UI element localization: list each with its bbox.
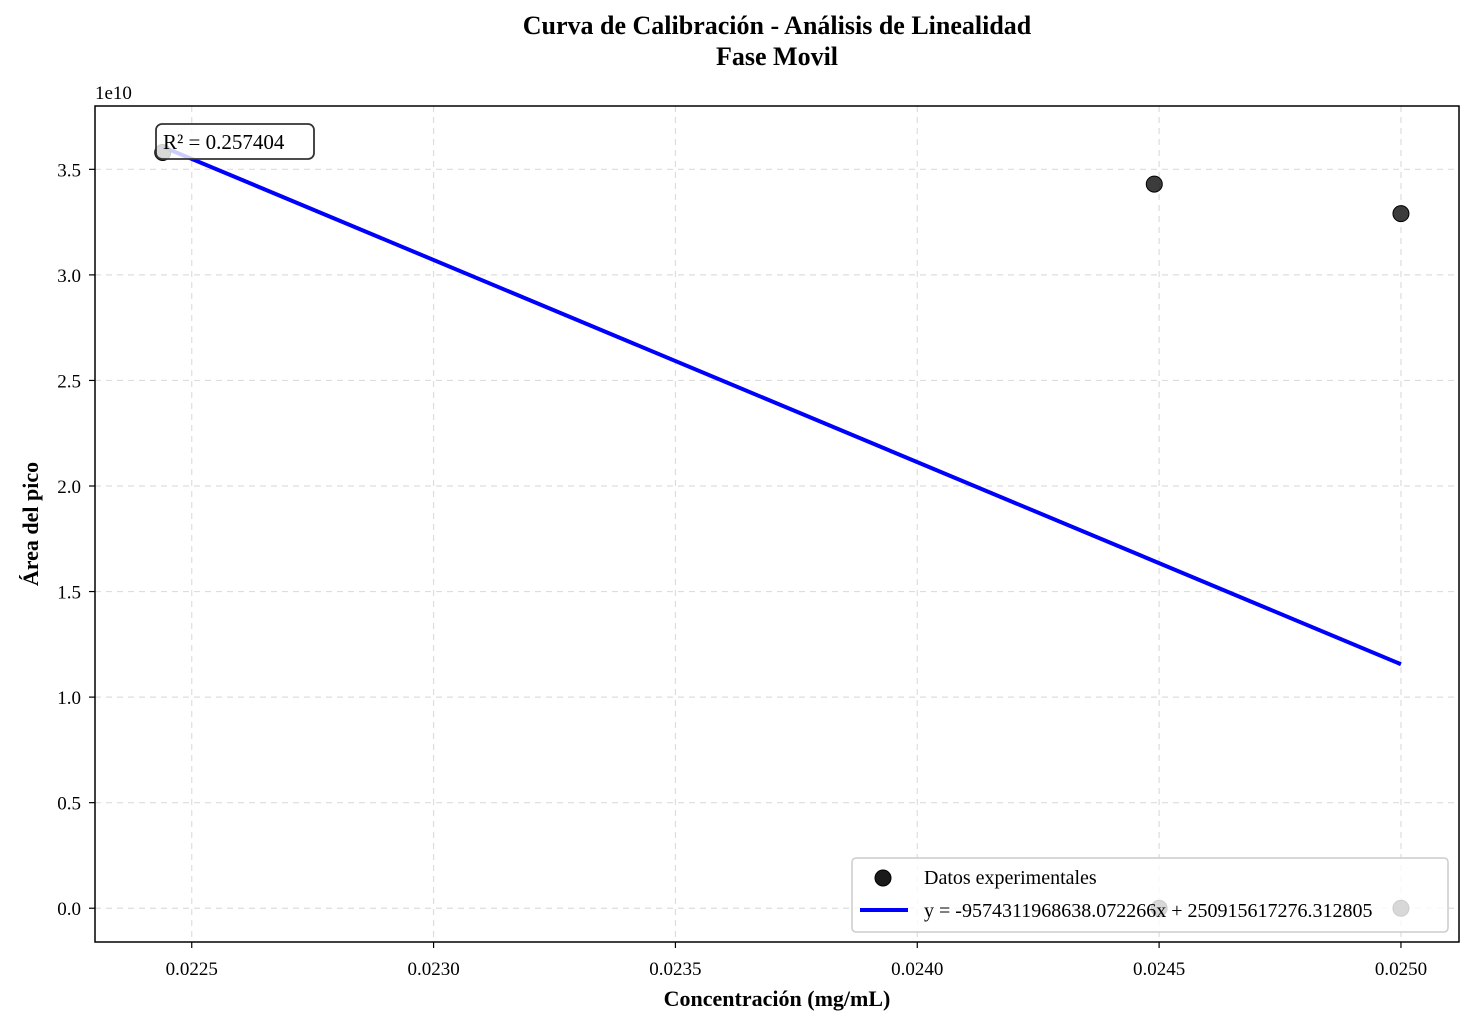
chart-title: Curva de Calibración - Análisis de Linea… [523,11,1032,40]
annotation-text: R² = 0.257404 [163,130,285,154]
x-tick-label: 0.0250 [1375,959,1427,980]
data-points [154,143,1410,917]
grid-lines [95,106,1459,942]
legend-box [851,857,1449,933]
x-tick-label: 0.0245 [1133,959,1185,980]
x-tick-label: 0.0225 [166,959,218,980]
y-tick-label: 0.5 [57,794,81,815]
legend-label-scatter: Datos experimentales [924,867,1097,889]
y-tick-label: 3.5 [57,160,81,181]
annotation-box [155,123,315,160]
y-tick-label: 3.0 [57,266,81,287]
x-axis-ticks: 0.0225 0.0230 0.0235 0.0240 0.0245 0.0250 [166,942,1427,980]
x-tick-label: 0.0240 [891,959,943,980]
y-axis-label: Área del pico [18,462,43,586]
y-tick-label: 1.5 [57,583,81,604]
y-tick-label: 2.5 [57,371,81,392]
plot-frame [94,105,1460,943]
y-axis-ticks: 0.0 0.5 1.0 1.5 2.0 2.5 3.0 3.5 [57,160,95,920]
r-squared-annotation: R² = 0.257404 [155,123,315,160]
x-tick-label: 0.0230 [407,959,459,980]
data-point [1145,175,1163,193]
y-scale-label: 1e10 [95,83,132,104]
regression-line [161,144,1402,667]
y-tick-label: 0.0 [57,899,81,920]
legend-scatter-marker [874,869,892,887]
x-tick-label: 0.0235 [649,959,701,980]
legend-label-fit: y = -9574311968638.072266x + 25091561727… [924,900,1372,922]
y-tick-label: 1.0 [57,688,81,709]
legend: Datos experimentales y = -9574311968638.… [851,857,1449,933]
chart-subtitle: Fase Movil [716,42,838,71]
x-axis-label: Concentración (mg/mL) [664,986,891,1011]
data-point [1392,205,1410,223]
y-tick-label: 2.0 [57,477,81,498]
